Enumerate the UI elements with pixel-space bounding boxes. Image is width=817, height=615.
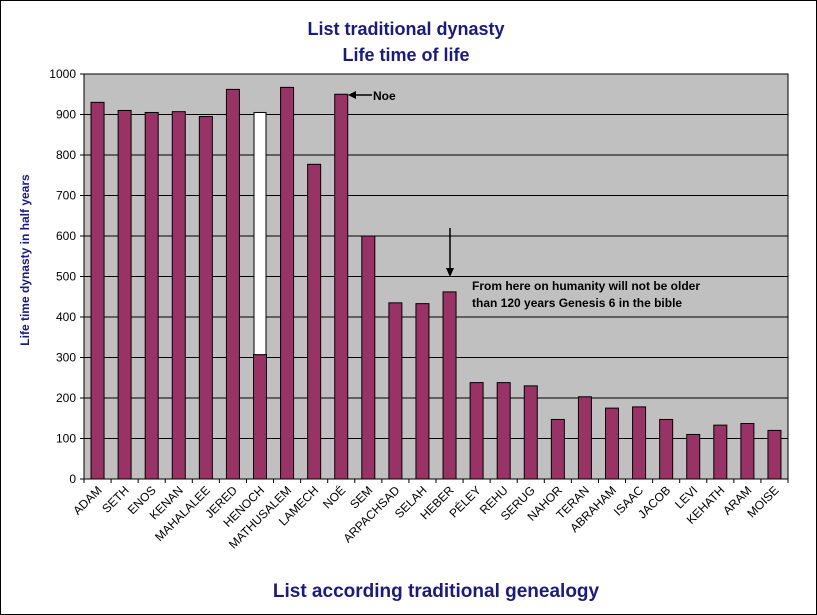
y-tick-label: 500 (56, 270, 76, 284)
bar-jered (225, 88, 240, 480)
heber-annotation-line-2: than 120 years Genesis 6 in the bible (472, 296, 682, 310)
y-tick-label: 100 (56, 432, 76, 446)
noe-annotation: Noe (373, 89, 396, 103)
x-tick-label: NOÉ (319, 483, 348, 512)
chart-title-line-2: Life time of life (342, 45, 469, 65)
noe-arrow-head (348, 91, 356, 99)
bar-sem (361, 235, 376, 480)
x-tick-label: ADAM (70, 483, 104, 517)
bar-mahalalee (198, 116, 213, 480)
x-axis-labels: ADAMSETHENOSKENANMAHALALEEJEREDHENOCHMAT… (70, 479, 789, 551)
bar-selah (415, 303, 430, 480)
heber-annotation-line-1: From here on humanity will not be older (472, 279, 700, 293)
y-tick-label: 300 (56, 351, 76, 365)
bar-enos (144, 111, 159, 480)
bar-aram (740, 423, 755, 480)
bar-adam (90, 101, 105, 480)
bar-kehath (713, 424, 728, 480)
bar-isaac (632, 406, 647, 480)
bar-abraham (605, 407, 619, 480)
y-tick-label: 200 (56, 391, 76, 405)
bar-heber (442, 291, 457, 480)
y-tick-label: 1000 (49, 67, 76, 81)
y-tick-label: 400 (56, 310, 76, 324)
bar-moise (767, 429, 782, 480)
bars (90, 86, 782, 480)
bar-serug (523, 385, 538, 480)
x-axis-label: List according traditional genealogy (273, 581, 600, 602)
bar-mathusalem (280, 86, 295, 480)
bar-seth (117, 109, 132, 480)
bar-nahor (550, 418, 565, 480)
annotations: Noe From here on humanity will not be ol… (348, 89, 700, 310)
y-axis-label: Life time dynasty in half years (18, 174, 32, 346)
bar-péley (469, 382, 484, 480)
y-tick-label: 0 (69, 472, 76, 486)
bar-jacob (659, 418, 674, 480)
y-tick-label: 700 (56, 189, 76, 203)
bar-henoch (253, 354, 267, 480)
bar-noé (334, 93, 349, 480)
y-tick-label: 600 (56, 229, 76, 243)
bar-rehu (496, 382, 511, 480)
bar-lamech (307, 163, 322, 480)
bar-kenan (171, 111, 186, 480)
bar-levi (686, 433, 701, 480)
chart-title-line-1: List traditional dynasty (307, 19, 504, 39)
heber-arrow-head (446, 268, 454, 277)
highlight-segment-henoch (253, 111, 267, 356)
y-tick-label: 800 (56, 148, 76, 162)
y-tick-label: 900 (56, 108, 76, 122)
x-tick-label: SETH (99, 483, 132, 516)
y-axis-ticks: 0 100 200 300 400 500 600 700 800 900 1000 (49, 67, 84, 486)
bar-teran (577, 396, 592, 480)
bar-arpachsad (388, 302, 403, 480)
